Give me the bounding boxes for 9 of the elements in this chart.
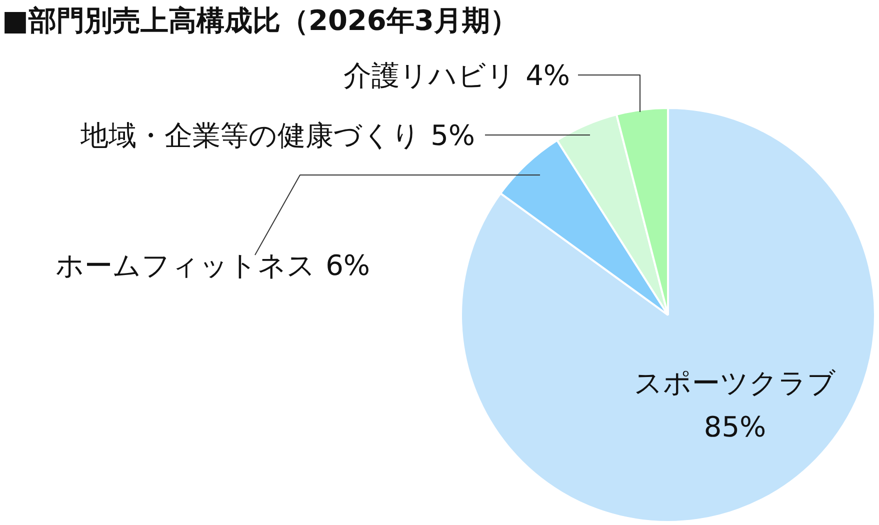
slice-label: スポーツクラブ <box>634 366 836 400</box>
slice-label: ホームフィットネス <box>56 249 316 282</box>
chart-title: ■部門別売上高構成比（2026年3月期） <box>2 3 518 39</box>
slice-label: 地域・企業等の健康づくり <box>80 119 421 152</box>
data-label: 4% <box>526 59 570 92</box>
data-label: 6% <box>326 249 370 282</box>
slice-label: 介護リハビリ <box>344 59 516 92</box>
data-label: 85% <box>704 410 766 444</box>
data-label: 5% <box>430 119 475 152</box>
